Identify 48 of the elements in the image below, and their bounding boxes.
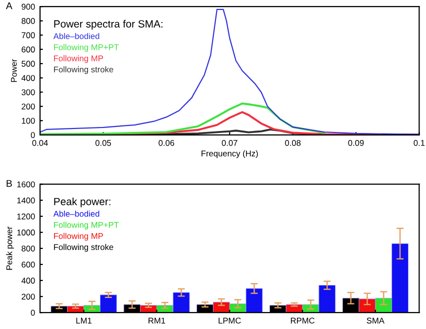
text: Able–bodied: [53, 32, 100, 40]
y-axis-title: Power: [11, 59, 17, 82]
x-tick-label: 0.09: [348, 140, 364, 146]
y-tick-label: 800: [22, 246, 35, 252]
y-axis-title: Peak power: [6, 226, 14, 270]
x-tick-label: 0.1: [414, 140, 425, 146]
x-tick-label: 0.06: [158, 140, 174, 146]
x-tick-label: RPMC: [290, 318, 314, 324]
y-tick-label: 200: [22, 104, 35, 110]
text: Following MP: [54, 232, 103, 241]
y-tick-label: 1000: [17, 230, 35, 236]
y-tick-label: 600: [22, 262, 35, 268]
x-tick-label: 0.04: [32, 140, 48, 146]
x-tick-label: RM1: [148, 318, 166, 324]
x-axis-title: Frequency (Hz): [202, 150, 258, 158]
y-tick-label: 800: [22, 18, 35, 24]
y-tick-label: 400: [21, 75, 35, 81]
x-tick-label: 0.08: [285, 140, 301, 146]
x-tick-label: LPMC: [218, 318, 241, 324]
text: B: [6, 180, 12, 187]
x-tick-label: SMA: [366, 318, 384, 324]
line-series: [40, 102, 326, 135]
y-tick-label: 900: [22, 4, 35, 10]
text: Able–bodied: [53, 210, 100, 217]
legend-title: Power spectra for SMA:: [54, 20, 162, 30]
x-tick-label: 0.05: [95, 140, 111, 146]
text: Following MP+PT: [54, 222, 119, 230]
text: Following MP+PT: [54, 44, 119, 52]
x-tick-label: 0.07: [222, 140, 238, 146]
text: Following stroke: [54, 244, 114, 252]
y-tick-label: 200: [22, 294, 35, 300]
y-tick-label: 1600: [17, 181, 35, 188]
y-tick-label: 500: [22, 60, 35, 67]
y-tick-label: 100: [22, 118, 35, 124]
y-tick-label: 400: [21, 278, 35, 284]
y-tick-label: 0: [30, 310, 35, 316]
y-tick-label: 600: [22, 46, 35, 52]
x-tick-label: LM1: [76, 318, 92, 324]
legend-title: Peak power:: [54, 198, 110, 208]
text: Following MP: [54, 55, 103, 63]
text: A: [6, 2, 12, 10]
y-tick-label: 1200: [17, 214, 35, 220]
y-tick-label: 300: [22, 89, 35, 96]
y-tick-label: 0: [30, 132, 35, 138]
y-tick-label: 700: [22, 32, 35, 38]
line-series: [40, 8, 420, 135]
text: Following stroke: [54, 66, 114, 74]
y-tick-label: 1400: [17, 197, 35, 204]
